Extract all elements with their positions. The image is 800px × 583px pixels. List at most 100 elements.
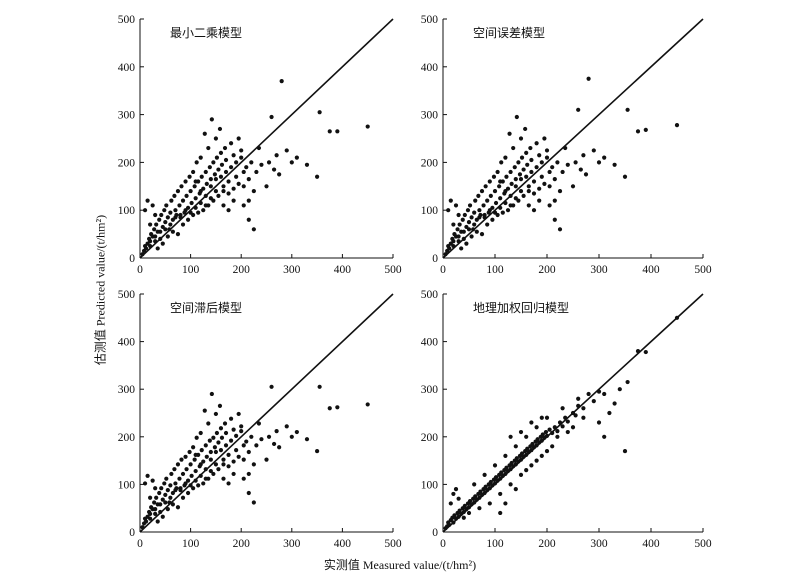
data-point: [544, 155, 550, 160]
data-point: [196, 483, 201, 488]
y-tick-label: 300: [421, 384, 439, 396]
x-tick-label: 500: [384, 538, 402, 550]
data-point: [155, 519, 160, 524]
data-point: [241, 443, 246, 448]
data-point: [222, 145, 228, 151]
data-point: [473, 494, 478, 499]
y-tick-label: 500: [421, 289, 439, 301]
data-point: [565, 419, 570, 424]
data-point: [198, 473, 203, 478]
data-point: [241, 169, 246, 175]
data-point: [557, 188, 563, 194]
data-point: [539, 438, 544, 443]
data-point: [547, 184, 552, 189]
data-point: [226, 191, 231, 196]
data-point: [179, 184, 184, 189]
data-point: [180, 495, 186, 500]
data-point: [508, 482, 513, 487]
data-point: [487, 179, 492, 184]
data-point: [157, 490, 162, 496]
data-point: [203, 443, 208, 448]
data-point: [159, 212, 164, 218]
data-point: [193, 452, 198, 457]
data-point: [222, 421, 228, 426]
data-point: [503, 188, 508, 194]
data-point: [591, 399, 596, 404]
data-point: [179, 457, 184, 462]
data-point: [198, 200, 203, 206]
data-point: [163, 500, 168, 505]
data-point: [560, 424, 565, 429]
data-point: [455, 227, 460, 232]
data-point: [451, 520, 456, 525]
data-point: [241, 184, 246, 189]
data-point: [244, 165, 249, 170]
data-point: [477, 208, 482, 213]
data-point: [513, 444, 518, 449]
data-point: [542, 136, 547, 141]
data-point: [513, 462, 518, 467]
data-point: [635, 349, 641, 354]
data-point: [142, 481, 148, 486]
data-point: [249, 160, 254, 165]
data-point: [185, 490, 191, 496]
data-point: [530, 441, 535, 447]
data-point: [531, 208, 537, 213]
data-point: [209, 117, 214, 122]
data-point: [173, 481, 178, 486]
data-point: [213, 462, 218, 467]
data-point: [239, 424, 244, 429]
data-point: [547, 427, 552, 432]
data-point: [223, 443, 229, 448]
y-tick-label: 400: [118, 62, 136, 74]
data-point: [154, 222, 159, 227]
data-point: [485, 198, 490, 203]
data-point: [155, 246, 160, 251]
data-point: [540, 432, 545, 437]
data-point: [507, 131, 512, 136]
data-point: [464, 241, 469, 246]
data-point: [560, 169, 565, 175]
data-point: [493, 475, 499, 480]
data-point: [284, 148, 289, 153]
data-point: [602, 391, 607, 397]
data-point: [317, 110, 322, 115]
data-point: [264, 457, 269, 462]
data-point: [148, 243, 153, 249]
data-point: [539, 174, 544, 179]
data-point: [635, 129, 641, 134]
data-point: [503, 501, 508, 506]
data-point: [503, 453, 508, 458]
data-point: [204, 454, 209, 459]
data-point: [563, 415, 568, 420]
data-point: [208, 468, 213, 474]
data-point: [246, 198, 251, 203]
data-point: [194, 435, 199, 440]
data-point: [153, 234, 158, 239]
x-tick-label: 200: [233, 264, 251, 276]
data-point: [602, 434, 607, 439]
data-point: [448, 198, 453, 203]
data-point: [212, 445, 217, 450]
data-point: [508, 203, 513, 208]
data-point: [503, 471, 508, 477]
data-point: [191, 169, 196, 175]
data-point: [457, 222, 462, 227]
data-point: [188, 188, 193, 194]
data-point: [188, 462, 193, 467]
data-point: [504, 465, 509, 470]
data-point: [294, 429, 299, 435]
data-point: [505, 208, 511, 213]
data-point: [204, 181, 209, 187]
data-point: [289, 160, 294, 165]
data-point: [153, 507, 158, 512]
data-point: [529, 157, 534, 163]
data-point: [236, 136, 241, 141]
data-point: [461, 515, 466, 520]
data-point: [216, 440, 221, 445]
data-point: [236, 454, 241, 459]
data-point: [164, 476, 169, 481]
x-tick-label: 100: [182, 538, 200, 550]
data-point: [221, 203, 226, 208]
